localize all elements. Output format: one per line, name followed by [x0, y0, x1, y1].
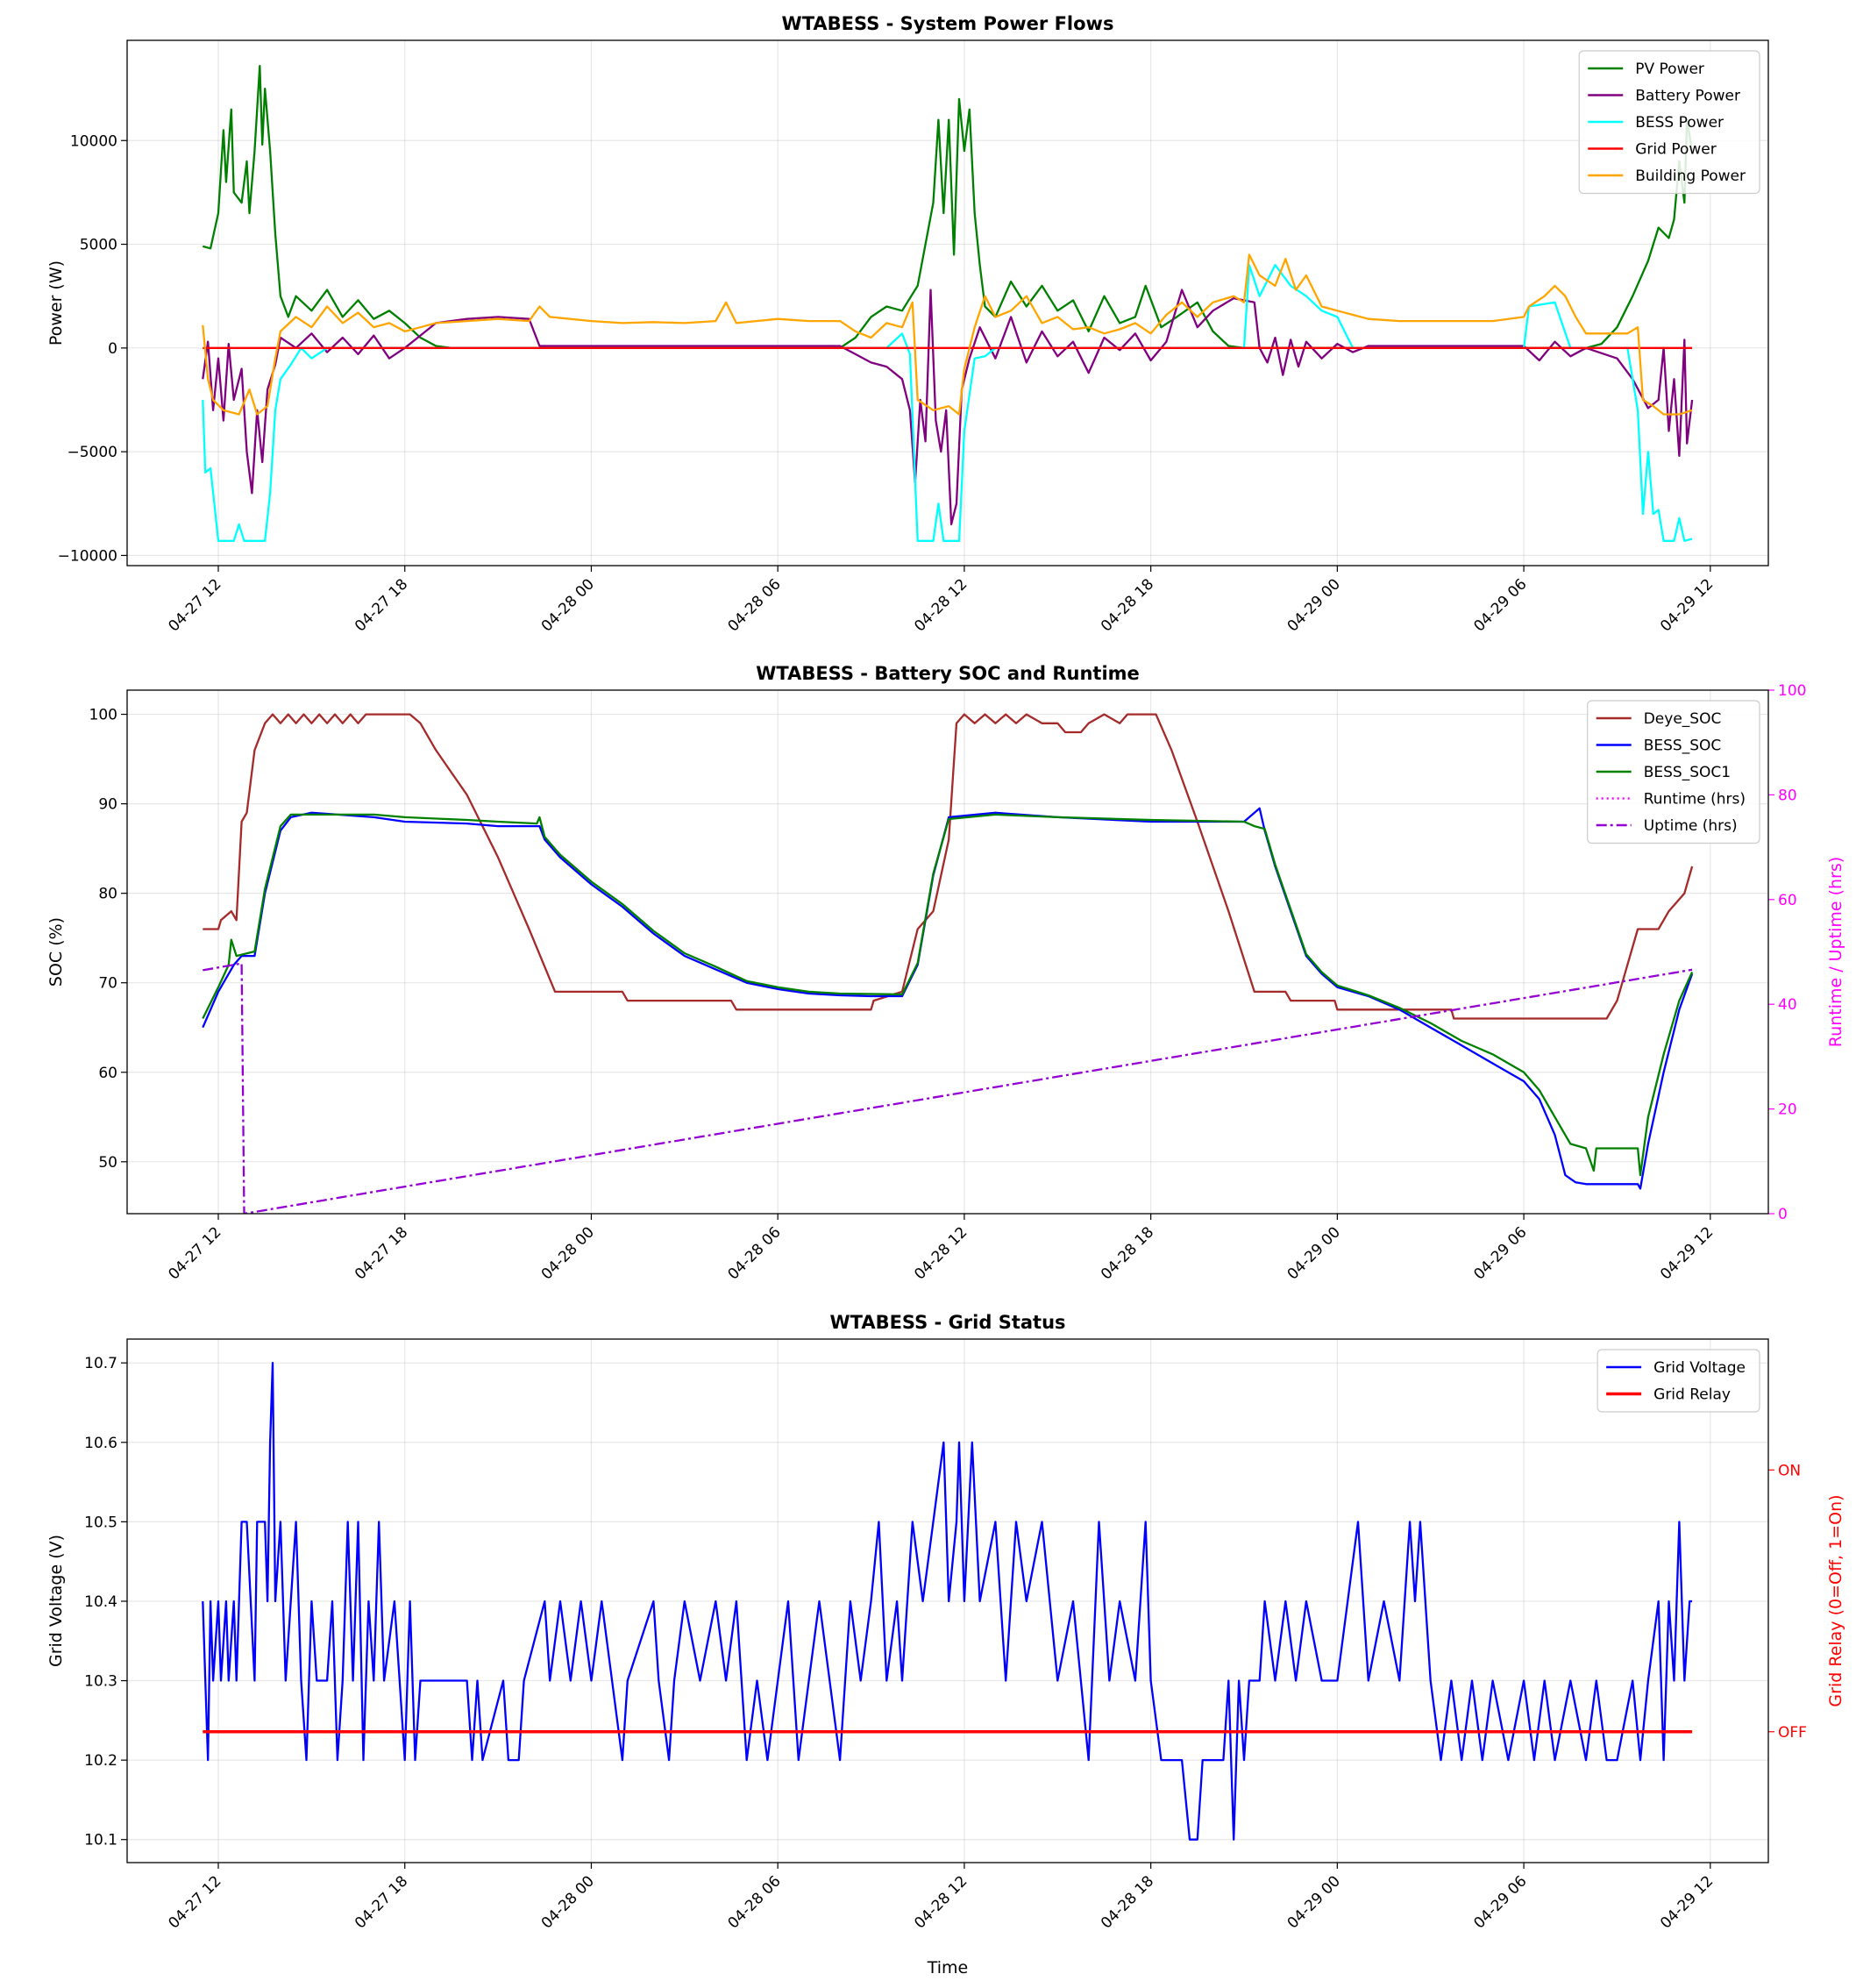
x-tick-label: 04-28 00 [538, 575, 598, 635]
x-tick-label: 04-28 18 [1098, 575, 1157, 635]
y-tick-label: 10.7 [84, 1355, 117, 1372]
chart-1: 04-27 12 04-27 18 04-28 00 04-28 06 04-28 12… [46, 663, 1845, 1284]
x-tick-label: 04-27 12 [165, 575, 224, 635]
y-tick-label: 60 [98, 1065, 117, 1082]
y-tick-label: 90 [98, 796, 117, 814]
chart-2: 04-27 12 04-27 18 04-28 00 04-28 06 04-28 12… [46, 1312, 1845, 1977]
y2-tick-label: OFF [1778, 1724, 1807, 1742]
x-tick-label: 04-28 00 [538, 1872, 598, 1932]
series-group [202, 1362, 1693, 1841]
series-group [202, 713, 1694, 1214]
legend-box [1587, 700, 1760, 844]
y2-tick-label: 80 [1778, 787, 1797, 804]
plot-frame [126, 39, 1769, 566]
series-line-bess-soc1 [202, 813, 1694, 1177]
y-tick-label: 10.2 [84, 1752, 117, 1770]
x-tick-label: 04-28 18 [1098, 1872, 1157, 1932]
y2-tick-label: 100 [1778, 682, 1806, 700]
legend: PV Power Battery Power BESS Power Grid Powe… [1578, 50, 1760, 195]
x-tick-label: 04-29 12 [1657, 575, 1717, 635]
series-group [202, 64, 1694, 542]
x-tick-label: 04-27 18 [352, 575, 411, 635]
y-tick-label: 5000 [80, 237, 117, 254]
series-line-bess-power [202, 264, 1693, 542]
x-tick-label: 04-28 00 [538, 1223, 598, 1283]
legend-entry: Uptime (hrs) [1644, 817, 1738, 835]
x-tick-label: 04-27 18 [352, 1872, 411, 1932]
y-tick-label: 10.4 [84, 1593, 117, 1611]
y-axis-label: SOC (%) [46, 917, 66, 987]
x-axis-label: Time [927, 1958, 969, 1977]
plot-frame [126, 1338, 1769, 1863]
chart-0: 04-27 12 04-27 18 04-28 00 04-28 06 04-28 12… [46, 13, 1769, 636]
legend-entry: BESS Power [1635, 114, 1724, 132]
legend-entry: PV Power [1635, 61, 1704, 78]
y2-axis-label: Runtime / Uptime (hrs) [1826, 857, 1845, 1047]
legend: Grid Voltage Grid Relay [1596, 1349, 1760, 1413]
y-tick-label: 0 [108, 340, 117, 358]
x-tick-label: 04-28 18 [1098, 1223, 1157, 1283]
y2-tick-label: 40 [1778, 996, 1797, 1014]
chart-title: WTABESS - Grid Status [829, 1312, 1065, 1333]
legend-entry: Deye_SOC [1644, 710, 1722, 728]
x-tick-label: 04-28 06 [725, 1223, 785, 1283]
x-tick-label: 04-29 06 [1470, 575, 1530, 635]
y-tick-label: 100 [89, 707, 117, 724]
legend-box [1578, 50, 1760, 195]
y-tick-label: 10.6 [84, 1435, 117, 1452]
chart-title: WTABESS - Battery SOC and Runtime [756, 663, 1140, 684]
y2-axis-label: Grid Relay (0=Off, 1=On) [1826, 1494, 1845, 1707]
legend: Deye_SOC BESS_SOC BESS_SOC1 Runtime (hrs) Up… [1587, 700, 1760, 844]
x-tick-label: 04-29 12 [1657, 1872, 1717, 1932]
legend-box [1596, 1349, 1760, 1413]
y-tick-label: 10.3 [84, 1673, 117, 1691]
x-tick-label: 04-27 12 [165, 1223, 224, 1283]
x-tick-label: 04-29 12 [1657, 1223, 1717, 1283]
plot-frame [126, 689, 1769, 1215]
y-axis-label: Grid Voltage (V) [46, 1535, 66, 1667]
series-line-deye-soc [203, 713, 1694, 1020]
y2-tick-label: 60 [1778, 892, 1797, 909]
legend-entry: Building Power [1635, 167, 1746, 185]
x-tick-label: 04-29 00 [1284, 1223, 1344, 1283]
series-line-uptime-hrs- [203, 962, 1693, 1214]
legend-entry: Grid Voltage [1653, 1359, 1746, 1377]
y-axis-label: Power (W) [46, 260, 66, 346]
x-tick-label: 04-27 12 [165, 1872, 224, 1932]
y-tick-label: −10000 [58, 547, 117, 565]
x-tick-label: 04-28 12 [911, 575, 971, 635]
x-tick-label: 04-28 06 [725, 1872, 785, 1932]
legend-entry: BESS_SOC1 [1644, 764, 1731, 781]
legend-entry: BESS_SOC [1644, 737, 1722, 755]
x-tick-label: 04-29 00 [1284, 575, 1344, 635]
y-tick-label: 10000 [70, 132, 117, 150]
x-tick-label: 04-28 12 [911, 1223, 971, 1283]
y-tick-label: 70 [98, 975, 117, 993]
x-tick-label: 04-29 06 [1470, 1872, 1530, 1932]
series-line-bess-soc [202, 807, 1694, 1190]
series-line-building-power [202, 253, 1693, 416]
x-tick-label: 04-28 12 [911, 1872, 971, 1932]
y-tick-label: −5000 [67, 444, 117, 461]
series-line-grid-voltage [202, 1362, 1693, 1841]
legend-entry: Grid Relay [1653, 1386, 1731, 1404]
x-tick-label: 04-27 18 [352, 1223, 411, 1283]
y-tick-label: 80 [98, 886, 117, 903]
legend-entry: Battery Power [1635, 88, 1740, 105]
y-tick-label: 50 [98, 1154, 117, 1172]
chart-title: WTABESS - System Power Flows [782, 13, 1114, 34]
x-tick-label: 04-29 00 [1284, 1872, 1344, 1932]
y-tick-label: 10.1 [84, 1832, 117, 1849]
y2-tick-label: ON [1778, 1462, 1801, 1479]
y2-tick-label: 20 [1778, 1101, 1797, 1119]
legend-entry: Grid Power [1635, 141, 1716, 159]
legend-entry: Runtime (hrs) [1644, 791, 1746, 809]
x-tick-label: 04-28 06 [725, 575, 785, 635]
x-tick-label: 04-29 06 [1470, 1223, 1530, 1283]
series-line-pv-power [202, 64, 1694, 349]
y-tick-label: 10.5 [84, 1514, 117, 1531]
y2-tick-label: 0 [1778, 1206, 1788, 1223]
